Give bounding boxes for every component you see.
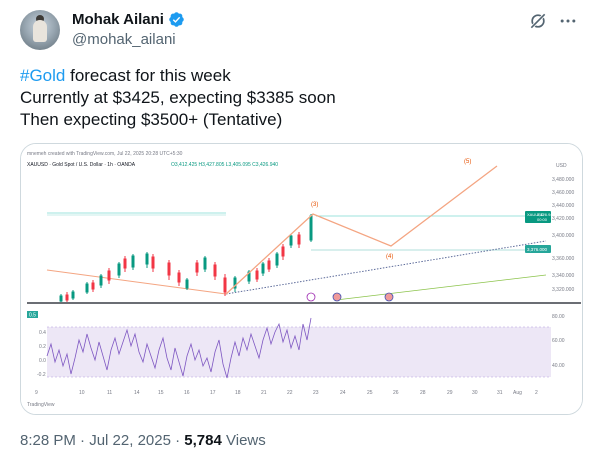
svg-text:15: 15: [158, 390, 164, 396]
rsi-left-tick: -0.2: [37, 372, 46, 378]
svg-text:30: 30: [472, 390, 478, 396]
rsi-right-tick: 40.00: [552, 363, 565, 369]
verified-badge-icon: [169, 12, 184, 27]
orange-trendline: [46, 269, 227, 295]
tweet-line-1-rest: forecast for this week: [65, 66, 231, 85]
meta-separator: ·: [175, 432, 181, 449]
svg-text:25: 25: [367, 390, 373, 396]
rsi-left-tick: 0.4: [39, 330, 46, 336]
svg-text:9: 9: [35, 390, 38, 396]
rsi-line: [46, 317, 312, 379]
flag-us-icon: [332, 292, 342, 302]
wave-label-5: (5): [464, 159, 471, 165]
price-badge-value: 3,426.940: [537, 212, 556, 217]
author-name-row: Mohak Ailani: [72, 11, 185, 28]
meta-separator: ·: [80, 432, 86, 449]
svg-text:21: 21: [261, 390, 267, 396]
svg-text:18: 18: [235, 390, 241, 396]
svg-text:14: 14: [134, 390, 140, 396]
currency-label: USD: [556, 163, 567, 169]
forecast-path: [225, 165, 498, 295]
tweet-header: Mohak Ailani @mohak_ailani: [20, 10, 580, 50]
tweet-date[interactable]: Jul 22, 2025: [89, 432, 171, 449]
price-tick: 3,320.000: [552, 287, 574, 293]
rsi-right-tick: 80.00: [552, 314, 565, 320]
tweet-meta: 8:28 PM · Jul 22, 2025 · 5,784 Views: [20, 432, 266, 449]
svg-text:16: 16: [184, 390, 190, 396]
green-trendline: [335, 274, 547, 301]
svg-text:10: 10: [79, 390, 85, 396]
svg-text:11: 11: [107, 390, 112, 396]
rsi-left-tick: 0.0: [39, 358, 46, 364]
rsi-left-tick: 0.2: [39, 344, 46, 350]
grok-icon[interactable]: [528, 11, 548, 31]
date-axis: 9 10 11 14 15 16 17 18 21 22 23 24 25 26…: [35, 390, 538, 396]
level-badge: [525, 245, 551, 253]
views-label: Views: [226, 432, 266, 449]
price-tick: 3,340.000: [552, 273, 574, 279]
tweet-line-2: Currently at $3425, expecting $3385 soon: [20, 88, 336, 107]
wave-label-3: (3): [311, 202, 318, 208]
tweet-time[interactable]: 8:28 PM: [20, 432, 76, 449]
rsi-band: [47, 327, 551, 377]
price-tick: 3,400.000: [552, 233, 574, 239]
svg-text:31: 31: [497, 390, 503, 396]
display-name[interactable]: Mohak Ailani: [72, 11, 164, 28]
price-badge-symbol: XAUUSD: [527, 212, 544, 217]
chart-symbol-line: XAUUSD · Gold Spot / U.S. Dollar · 1h · …: [27, 162, 136, 168]
wave-label-4: (4): [386, 254, 393, 260]
price-tick: 3,460.000: [552, 190, 574, 196]
svg-text:24: 24: [340, 390, 346, 396]
tweet-line-3: Then expecting $3500+ (Tentative): [20, 110, 283, 129]
price-tick: 3,420.000: [552, 216, 574, 222]
hashtag-link[interactable]: #Gold: [20, 66, 66, 85]
svg-text:23: 23: [313, 390, 319, 396]
chart-ohlc: O3,412.425 H3,427.805 L3,405.095 C3,426.…: [171, 162, 278, 168]
tradingview-chart: mnemeh created with TradingView.com, Jul…: [21, 144, 582, 414]
flag-us-icon: [384, 292, 394, 302]
svg-text:Aug: Aug: [513, 390, 522, 396]
chart-image[interactable]: mnemeh created with TradingView.com, Jul…: [20, 143, 583, 415]
svg-text:2: 2: [535, 390, 538, 396]
svg-text:17: 17: [210, 390, 216, 396]
candles: [59, 214, 313, 302]
svg-text:28: 28: [420, 390, 426, 396]
price-badge: [525, 211, 551, 223]
rsi-right-tick: 60.00: [552, 338, 565, 344]
level-badge-text: 3,376.000: [527, 247, 548, 252]
tweet-text: #Gold forecast for this week Currently a…: [20, 65, 336, 131]
more-icon[interactable]: [558, 11, 578, 31]
price-tick: 3,360.000: [552, 256, 574, 262]
rsi-label: 0.5: [29, 313, 36, 319]
price-tick: 3,440.000: [552, 203, 574, 209]
svg-text:26: 26: [393, 390, 399, 396]
event-icon: [306, 292, 316, 302]
rsi-label-badge: [27, 311, 38, 318]
svg-text:29: 29: [447, 390, 453, 396]
svg-text:22: 22: [287, 390, 293, 396]
tweet-line-1: #Gold forecast for this week: [20, 65, 336, 87]
views-count: 5,784: [184, 432, 222, 449]
price-axis: 3,480.000 3,460.000 3,440.000 3,420.000 …: [552, 177, 574, 293]
price-badge-sub: 00:00: [537, 217, 548, 222]
dotted-trendline: [225, 240, 547, 295]
price-tick: 3,480.000: [552, 177, 574, 183]
avatar[interactable]: [20, 10, 60, 50]
user-handle[interactable]: @mohak_ailani: [72, 31, 176, 48]
tradingview-watermark: TradingView: [27, 402, 55, 408]
chart-created-note: mnemeh created with TradingView.com, Jul…: [27, 151, 183, 157]
